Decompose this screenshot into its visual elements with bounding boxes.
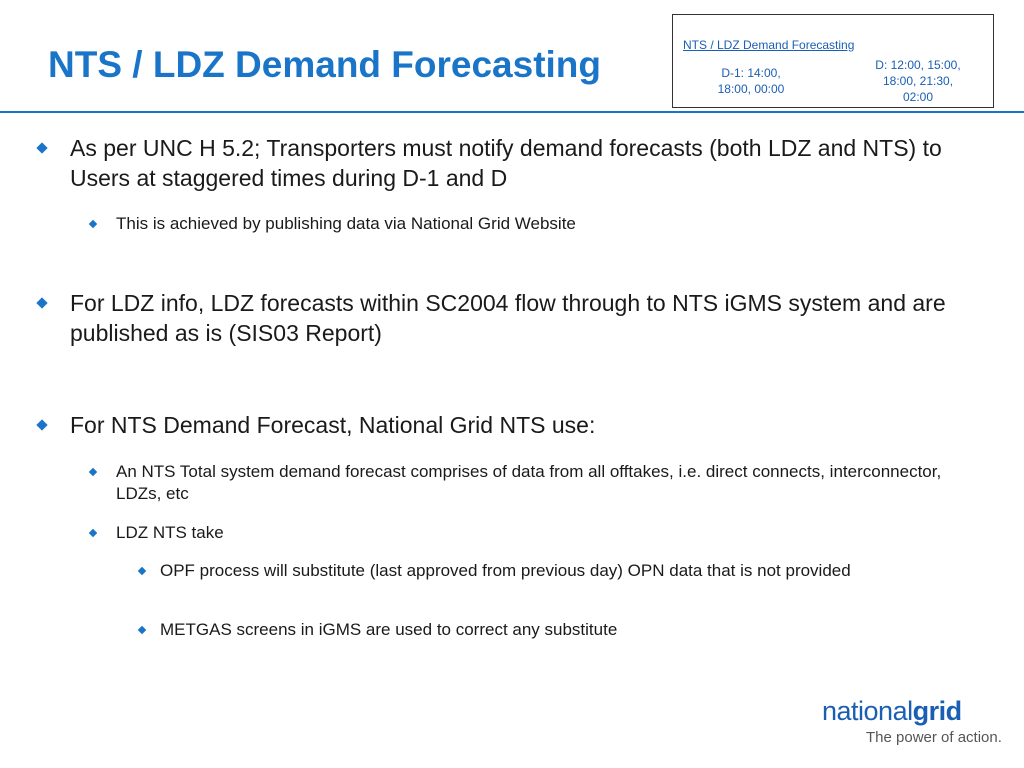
- diamond-bullet-icon: [88, 467, 98, 477]
- d-minus-1-times: D-1: 14:00, 18:00, 00:00: [701, 65, 801, 97]
- logo-word-bold: grid: [912, 696, 963, 726]
- bullet-text: As per UNC H 5.2; Transporters must noti…: [70, 135, 942, 191]
- title-divider: [0, 111, 1024, 113]
- logo-wordmark: nationalgrid: [822, 696, 1002, 727]
- d-minus-1-line1: D-1: 14:00,: [721, 66, 781, 80]
- schedule-info-box: NTS / LDZ Demand Forecasting D-1: 14:00,…: [672, 14, 994, 108]
- d-minus-1-line2: 18:00, 00:00: [717, 82, 785, 96]
- d-line3: 02:00: [902, 90, 934, 104]
- d-times: D: 12:00, 15:00, 18:00, 21:30, 02:00: [863, 57, 973, 105]
- bullet-text: METGAS screens in iGMS are used to corre…: [160, 620, 618, 639]
- diamond-bullet-icon: [137, 625, 147, 635]
- bullet-1: As per UNC H 5.2; Transporters must noti…: [36, 133, 970, 193]
- bullet-3-1: An NTS Total system demand forecast comp…: [88, 461, 976, 505]
- logo-tagline: The power of action.: [866, 729, 1002, 746]
- diamond-bullet-icon: [36, 419, 48, 431]
- diamond-bullet-icon: [36, 142, 48, 154]
- d-line2: 18:00, 21:30,: [882, 74, 954, 88]
- bullet-3-2-1: OPF process will substitute (last approv…: [137, 560, 960, 582]
- bullet-text: For LDZ info, LDZ forecasts within SC200…: [70, 290, 946, 346]
- d-line1: D: 12:00, 15:00,: [875, 58, 961, 72]
- diamond-bullet-icon: [88, 528, 98, 538]
- bullet-3-2: LDZ NTS take: [88, 522, 976, 544]
- slide-title: NTS / LDZ Demand Forecasting: [48, 44, 602, 85]
- logo-word-regular: national: [822, 696, 913, 726]
- bullet-text: An NTS Total system demand forecast comp…: [116, 462, 942, 503]
- bullet-text: OPF process will substitute (last approv…: [160, 561, 851, 580]
- national-grid-logo: nationalgrid The power of action.: [822, 696, 1002, 756]
- bullet-3-2-2: METGAS screens in iGMS are used to corre…: [137, 619, 960, 641]
- bullet-1-1: This is achieved by publishing data via …: [88, 213, 976, 235]
- bullet-3: For NTS Demand Forecast, National Grid N…: [36, 410, 970, 440]
- diamond-bullet-icon: [88, 219, 98, 229]
- bullet-text: For NTS Demand Forecast, National Grid N…: [70, 412, 596, 438]
- bullet-text: This is achieved by publishing data via …: [116, 214, 576, 233]
- diamond-bullet-icon: [36, 297, 48, 309]
- info-box-title-link[interactable]: NTS / LDZ Demand Forecasting: [683, 38, 855, 52]
- bullet-2: For LDZ info, LDZ forecasts within SC200…: [36, 288, 970, 348]
- bullet-text: LDZ NTS take: [116, 523, 224, 542]
- diamond-bullet-icon: [137, 566, 147, 576]
